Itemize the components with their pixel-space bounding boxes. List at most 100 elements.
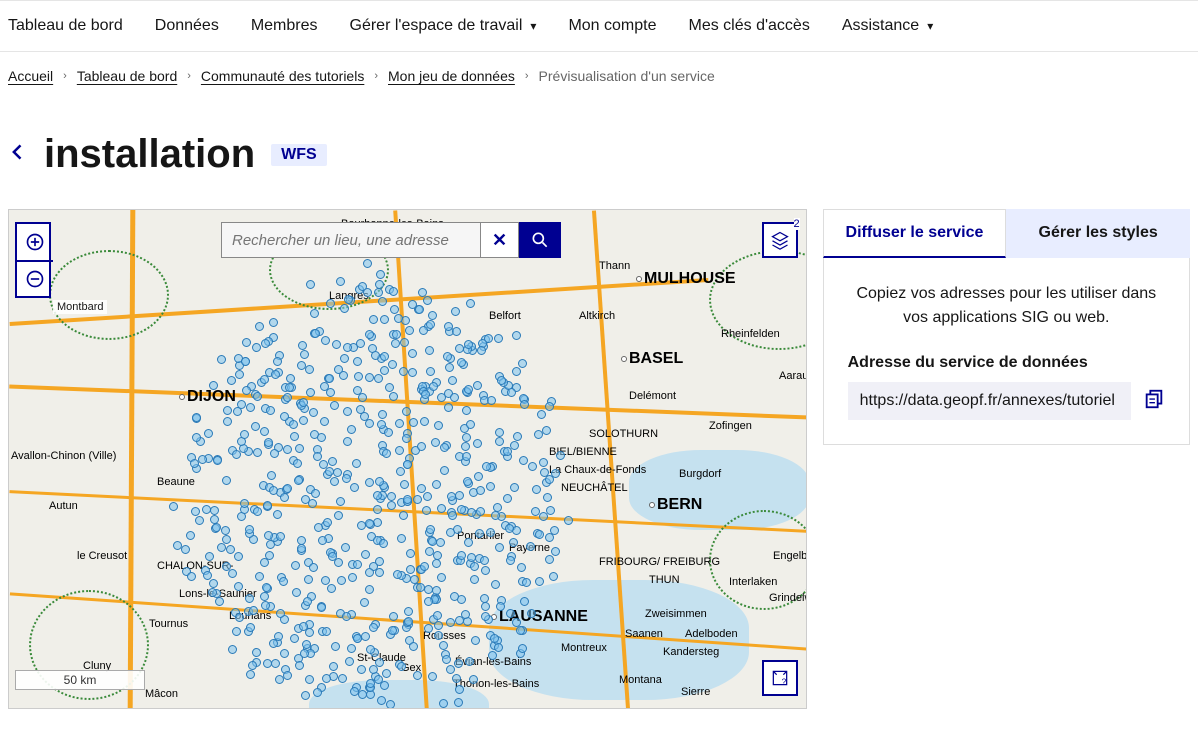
data-point xyxy=(246,623,255,632)
data-point xyxy=(271,659,280,668)
data-point xyxy=(481,612,490,621)
data-point xyxy=(215,597,224,606)
data-point xyxy=(304,575,313,584)
tab-styles[interactable]: Gérer les styles xyxy=(1006,209,1190,258)
data-point xyxy=(389,287,398,296)
data-point xyxy=(495,543,504,552)
search-submit-button[interactable] xyxy=(519,222,561,258)
data-point xyxy=(223,406,232,415)
data-point xyxy=(354,372,363,381)
data-point xyxy=(440,443,449,452)
data-point xyxy=(309,563,318,572)
data-point xyxy=(425,547,434,556)
data-point xyxy=(426,367,435,376)
data-point xyxy=(369,623,378,632)
data-point xyxy=(181,545,190,554)
data-point xyxy=(334,511,343,520)
data-point xyxy=(487,396,496,405)
data-point xyxy=(382,449,391,458)
copy-address-button[interactable] xyxy=(1143,388,1165,415)
data-point xyxy=(462,406,471,415)
data-point xyxy=(340,354,349,363)
nav-item[interactable]: Données xyxy=(155,1,219,51)
data-point xyxy=(342,474,351,483)
data-point xyxy=(203,571,212,580)
data-point xyxy=(241,357,250,366)
nav-item[interactable]: Assistance▾ xyxy=(842,1,933,51)
data-point xyxy=(289,420,298,429)
data-point xyxy=(209,381,218,390)
data-point xyxy=(457,551,466,560)
address-value: https://data.geopf.fr/annexes/tutoriel xyxy=(848,382,1131,420)
search-clear-button[interactable]: ✕ xyxy=(481,222,519,258)
data-point xyxy=(343,437,352,446)
tab-diffuser[interactable]: Diffuser le service xyxy=(823,209,1007,258)
data-point xyxy=(386,700,395,709)
city-label: BASEL xyxy=(629,350,683,368)
data-point xyxy=(445,363,454,372)
nav-item[interactable]: Membres xyxy=(251,1,318,51)
data-point xyxy=(417,442,426,451)
data-point xyxy=(321,336,330,345)
data-point xyxy=(380,366,389,375)
data-point xyxy=(440,466,449,475)
data-point xyxy=(388,360,397,369)
data-point xyxy=(204,429,213,438)
page-title: installation xyxy=(44,132,255,177)
breadcrumb-link[interactable]: Tableau de bord xyxy=(77,68,177,84)
layers-button[interactable]: 2 xyxy=(762,222,798,258)
data-point xyxy=(448,376,457,385)
data-point xyxy=(330,401,339,410)
data-point xyxy=(476,486,485,495)
zoom-out-button[interactable] xyxy=(17,260,53,296)
data-point xyxy=(210,506,219,515)
data-point xyxy=(353,357,362,366)
nav-item[interactable]: Gérer l'espace de travail▾ xyxy=(350,1,537,51)
data-point xyxy=(433,551,442,560)
city-label: Interlaken xyxy=(729,576,777,588)
data-point xyxy=(434,421,443,430)
data-point xyxy=(328,457,337,466)
breadcrumb-link[interactable]: Accueil xyxy=(8,68,53,84)
data-point xyxy=(297,361,306,370)
nav-item[interactable]: Tableau de bord xyxy=(8,1,123,51)
data-point xyxy=(297,536,306,545)
data-point xyxy=(396,467,405,476)
data-point xyxy=(510,483,519,492)
map-legend-button[interactable]: ? xyxy=(762,660,798,696)
data-point xyxy=(340,304,349,313)
data-point xyxy=(298,341,307,350)
data-point xyxy=(393,570,402,579)
back-arrow[interactable] xyxy=(8,141,28,169)
data-point xyxy=(382,669,391,678)
data-point xyxy=(519,456,528,465)
data-point xyxy=(308,499,317,508)
breadcrumb-link[interactable]: Communauté des tutoriels xyxy=(201,68,364,84)
city-label: NEUCHÂTEL xyxy=(561,482,628,494)
search-input[interactable] xyxy=(221,222,481,258)
map-viewport[interactable]: MULHOUSEBASELDIJONBERNLAUSANNEThannAltki… xyxy=(8,209,807,709)
nav-item[interactable]: Mon compte xyxy=(568,1,656,51)
data-point xyxy=(408,349,417,358)
city-label: Avallon-Chinon (Ville) xyxy=(11,450,116,462)
data-point xyxy=(292,588,301,597)
city-label: Thonon-les-Bains xyxy=(453,678,539,690)
data-point xyxy=(198,455,207,464)
data-point xyxy=(365,373,374,382)
breadcrumb-link[interactable]: Mon jeu de données xyxy=(388,68,515,84)
data-point xyxy=(447,492,456,501)
data-point xyxy=(486,482,495,491)
zoom-in-button[interactable] xyxy=(17,224,53,260)
city-label: Altkirch xyxy=(579,310,615,322)
nav-item[interactable]: Mes clés d'accès xyxy=(689,1,810,51)
data-point xyxy=(366,645,375,654)
panel-description: Copiez vos adresses pour les utiliser da… xyxy=(848,282,1165,330)
map-label-montbard: Montbard xyxy=(53,300,107,314)
chevron-right-icon: › xyxy=(374,70,378,82)
city-label: THUN xyxy=(649,574,680,586)
data-point xyxy=(392,330,401,339)
data-point xyxy=(455,344,464,353)
data-point xyxy=(217,543,226,552)
data-point xyxy=(380,315,389,324)
data-point xyxy=(235,370,244,379)
